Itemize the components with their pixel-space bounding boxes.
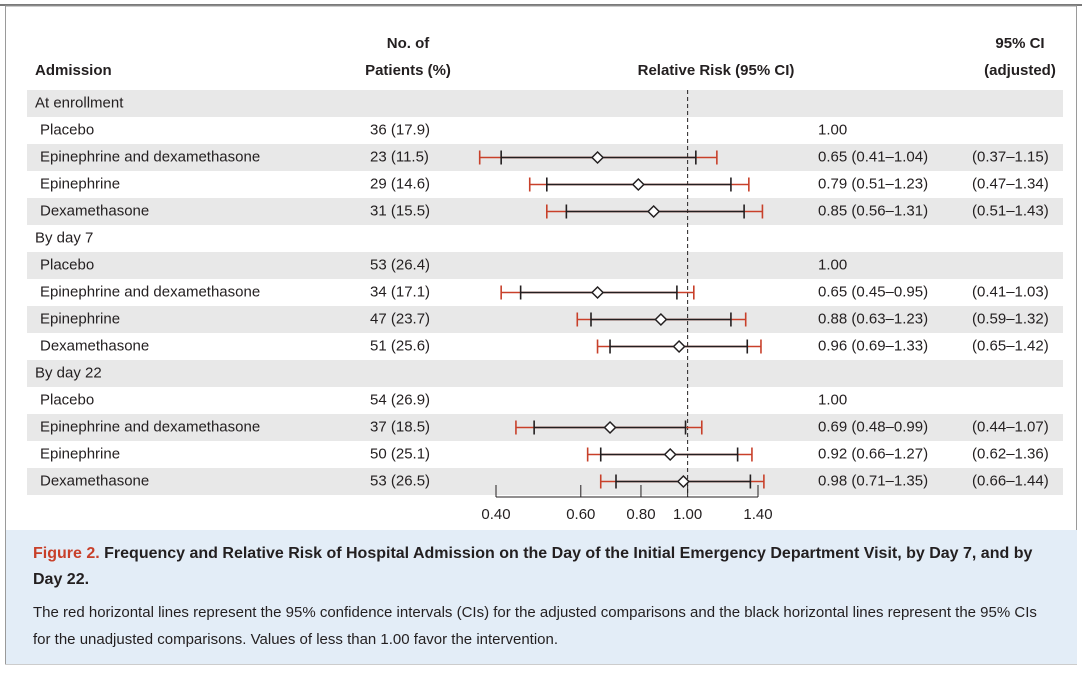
row-label: Epinephrine [40,310,120,327]
row-label: Dexamethasone [40,472,149,489]
point-estimate [590,285,605,300]
caption-text: The red horizontal lines represent the 9… [33,604,1037,648]
patients: 53 (26.5) [370,472,430,489]
patients: 23 (11.5) [370,148,429,165]
x-tick-label: 1.40 [743,506,772,523]
adj-label: (0.51–1.43) [972,202,1049,219]
row-label: Epinephrine and dexamethasone [40,418,260,435]
point-estimate [603,420,617,435]
row-label: Dexamethasone [40,202,149,219]
point-estimate [631,177,645,192]
row-label: Placebo [40,256,94,273]
row-shade [27,252,1063,279]
adj-label: (0.37–1.15) [972,148,1049,165]
rr-label: 0.98 (0.71–1.35) [818,472,928,489]
row-label: Dexamethasone [40,337,149,354]
rr-label: 0.96 (0.69–1.33) [818,337,928,354]
col-header: Relative Risk (95% CI) [638,62,795,79]
rr-label: 0.69 (0.48–0.99) [818,418,928,435]
adj-label: (0.44–1.07) [972,418,1049,435]
col-header: No. of [387,35,430,52]
rr-label: 0.65 (0.41–1.04) [818,148,928,165]
caption: Figure 2. Frequency and Relative Risk of… [6,530,1077,664]
col-header: (adjusted) [984,62,1056,79]
rr-label: 1.00 [818,391,847,408]
x-tick-label: 1.00 [673,506,702,523]
patients: 37 (18.5) [370,418,430,435]
adj-label: (0.62–1.36) [972,445,1049,462]
row-label: Epinephrine and dexamethasone [40,148,260,165]
x-tick-label: 0.80 [626,506,655,523]
row-shade [27,306,1063,333]
group-label: By day 7 [35,229,93,246]
figure-label: Figure 2. [33,545,100,562]
row-shade [27,198,1063,225]
caption-title: Frequency and Relative Risk of Hospital … [33,545,1033,588]
row-shade [27,468,1063,495]
group-label: By day 22 [35,364,102,381]
x-tick-label: 0.40 [481,506,510,523]
row-shade [27,90,1063,117]
point-estimate [590,150,605,165]
x-tick-label: 0.60 [566,506,595,523]
point-estimate [654,312,668,327]
adj-label: (0.41–1.03) [972,283,1049,300]
adj-label: (0.47–1.34) [972,175,1049,192]
group-label: At enrollment [35,94,124,111]
point-estimate [647,204,661,219]
col-header: Patients (%) [365,62,451,79]
patients: 51 (25.6) [370,337,430,354]
rr-label: 0.79 (0.51–1.23) [818,175,928,192]
patients: 31 (15.5) [370,202,430,219]
adj-label: (0.59–1.32) [972,310,1049,327]
row-label: Epinephrine [40,175,120,192]
adj-label: (0.65–1.42) [972,337,1049,354]
patients: 29 (14.6) [370,175,430,192]
caption-title-block: Figure 2. Frequency and Relative Risk of… [33,541,1050,593]
row-shade [27,360,1063,387]
row-label: Epinephrine [40,445,120,462]
row-label: Placebo [40,121,94,138]
rr-label: 0.92 (0.66–1.27) [818,445,928,462]
point-estimate [672,339,686,354]
rr-label: 1.00 [818,121,847,138]
patients: 50 (25.1) [370,445,430,462]
patients: 36 (17.9) [370,121,430,138]
rr-label: 0.65 (0.45–0.95) [818,283,928,300]
rr-label: 0.85 (0.56–1.31) [818,202,928,219]
row-label: Placebo [40,391,94,408]
point-estimate [663,447,677,462]
rr-label: 0.88 (0.63–1.23) [818,310,928,327]
point-estimate [676,474,690,489]
patients: 34 (17.1) [370,283,430,300]
patients: 47 (23.7) [370,310,430,327]
col-header: Admission [35,62,112,79]
rr-label: 1.00 [818,256,847,273]
row-label: Epinephrine and dexamethasone [40,283,260,300]
col-header: 95% CI [995,35,1044,52]
patients: 53 (26.4) [370,256,430,273]
frame [5,5,1077,665]
adj-label: (0.66–1.44) [972,472,1049,489]
patients: 54 (26.9) [370,391,430,408]
